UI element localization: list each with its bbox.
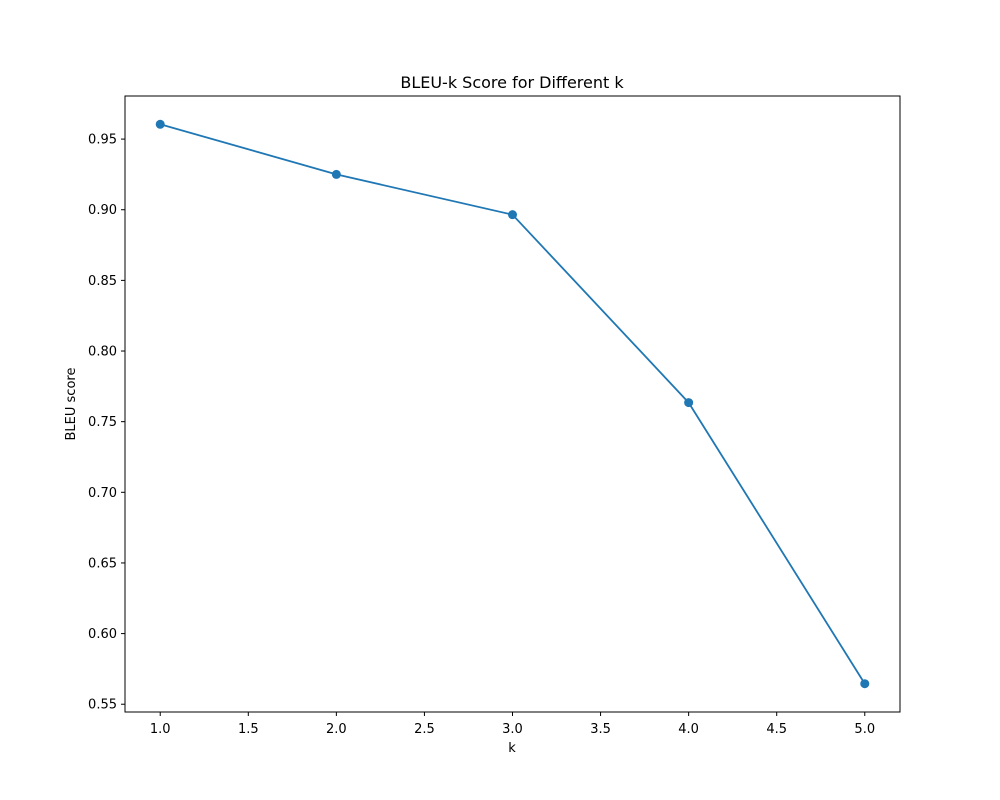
- y-tick-label: 0.75: [88, 415, 117, 430]
- data-point: [155, 119, 165, 129]
- data-point: [860, 679, 870, 689]
- x-tick-label: 4.5: [766, 722, 787, 737]
- data-point: [508, 210, 517, 220]
- data-point: [331, 169, 341, 179]
- y-tick-label: 0.70: [88, 486, 117, 501]
- chart-title: BLEU-k Score for Different k: [400, 73, 624, 92]
- x-tick-label: 1.5: [238, 722, 259, 737]
- x-tick-label: 2.5: [414, 722, 435, 737]
- y-axis-label: BLEU score: [64, 368, 79, 441]
- x-tick-label: 2.0: [326, 722, 347, 737]
- series-layer: [155, 119, 870, 689]
- y-tick-label: 0.60: [88, 627, 117, 642]
- x-axis-label: k: [508, 741, 516, 756]
- y-tick-label: 0.80: [88, 345, 117, 360]
- y-tick-label: 0.55: [88, 698, 117, 713]
- y-tick-label: 0.65: [88, 556, 117, 571]
- y-tick-label: 0.90: [88, 203, 117, 218]
- x-axis-ticks: 1.0 1.5 2.0 2.5 3.0 3.5 4.0 4.5 5.0: [150, 712, 875, 737]
- data-point: [684, 398, 694, 408]
- y-tick-label: 0.95: [88, 133, 117, 148]
- x-tick-label: 5.0: [854, 722, 875, 737]
- x-tick-label: 3.0: [502, 722, 523, 737]
- x-tick-label: 3.5: [590, 722, 611, 737]
- plot-area-frame: [124, 95, 901, 713]
- x-tick-label: 4.0: [678, 722, 699, 737]
- y-tick-label: 0.85: [88, 274, 117, 289]
- x-tick-label: 1.0: [150, 722, 171, 737]
- y-axis-ticks: 0.55 0.60 0.65 0.70 0.75 0.80 0.85 0.90 0.95: [88, 133, 125, 713]
